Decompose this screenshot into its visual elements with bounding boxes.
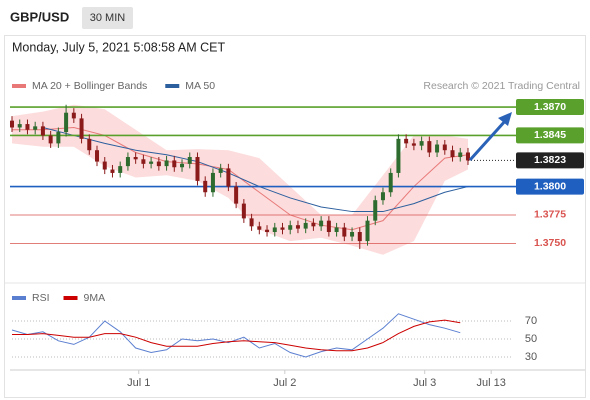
candle-body (203, 180, 208, 193)
interval-label: 30 MIN (90, 12, 126, 24)
candle-body (311, 222, 316, 227)
candle-body (257, 226, 262, 230)
plot: Research © 2021 Trading Central MA 20 + B… (10, 80, 584, 389)
ma-line (12, 126, 469, 231)
y-tick-label: 30 (525, 351, 537, 363)
candle-body (380, 192, 385, 201)
candle-body (172, 160, 177, 168)
candle-body (210, 172, 215, 193)
arrow-head (498, 112, 512, 126)
x-tick-label: Jul 2 (273, 377, 296, 389)
forecast-arrow (468, 118, 508, 162)
candle-body (458, 152, 463, 158)
date: Monday, July 5, 2021 5:08:58 AM CET (12, 40, 225, 54)
candle-body (56, 132, 61, 144)
candle-body (435, 144, 440, 153)
candle-body (427, 141, 432, 153)
candle-body (234, 186, 239, 204)
candle-body (411, 143, 416, 146)
candle-body (265, 229, 270, 233)
candle-body (164, 160, 169, 167)
legend-swatch (165, 84, 180, 88)
candle-body (326, 220, 331, 233)
x-tick-label: Jul 1 (127, 377, 150, 389)
y-tick-label: 70 (525, 315, 537, 327)
legend-label: MA 50 (185, 80, 215, 92)
candle-body (48, 135, 53, 144)
candle-body (87, 138, 92, 151)
candle-body (149, 161, 154, 164)
candle-body (156, 161, 161, 167)
candle-body (10, 120, 14, 128)
candle-body (33, 126, 38, 130)
candle-body (419, 141, 424, 146)
candle-body (303, 222, 308, 229)
symbol: GBP/USD (10, 9, 69, 24)
level-label: 1.3750 (534, 237, 566, 249)
candle-body (40, 126, 45, 136)
candle-body (280, 227, 285, 230)
candle-body (396, 138, 401, 173)
candle-body (133, 157, 138, 160)
frame (4, 35, 586, 398)
credit: Research © 2021 Trading Central (423, 80, 580, 92)
level-label: 1.3845 (534, 129, 566, 141)
legend-label: MA 20 + Bollinger Bands (32, 80, 147, 92)
candle-body (288, 225, 293, 230)
candle-body (404, 138, 409, 144)
candle-body (442, 144, 447, 151)
candle-body (249, 218, 254, 227)
x-tick-label: Jul 13 (476, 377, 505, 389)
candle-body (71, 112, 76, 119)
level-label: 1.3823 (534, 154, 566, 166)
candle-body (218, 168, 223, 173)
candle-body (350, 232, 355, 237)
level-label: 1.3870 (534, 101, 566, 113)
candle-body (357, 232, 362, 242)
candle-body (64, 112, 69, 133)
candle-body (373, 200, 378, 221)
legend-swatch (12, 296, 26, 300)
level-label: 1.3800 (534, 180, 566, 192)
legend-swatch (12, 84, 26, 88)
candle-body (334, 227, 339, 233)
candle-body (365, 220, 370, 242)
candle-body (110, 169, 115, 173)
candle-body (295, 225, 300, 229)
candle-body (226, 168, 231, 187)
level-box (516, 127, 584, 144)
candle-body (125, 157, 130, 167)
candle-body (141, 159, 146, 164)
candle-body (342, 227, 347, 237)
interval-button[interactable] (82, 7, 133, 29)
legend-swatch (63, 296, 78, 300)
candle-body (388, 172, 393, 193)
candle-body (95, 150, 100, 162)
candle-body (187, 157, 192, 164)
level-box (516, 152, 584, 169)
level-box (516, 99, 584, 116)
candle-body (118, 166, 123, 173)
candle-body (272, 227, 277, 233)
bollinger-band (12, 104, 468, 255)
x-tick-label: Jul 3 (413, 377, 436, 389)
candle-body (241, 203, 246, 219)
candle-body (17, 124, 22, 128)
legend-label: 9MA (84, 292, 106, 304)
series-line (11, 313, 461, 358)
candle-body (195, 157, 200, 181)
legend-label: RSI (32, 292, 50, 304)
candle-body (450, 150, 455, 158)
candle-body (79, 118, 84, 139)
candle-body (180, 163, 185, 168)
level-box (516, 178, 584, 195)
candle-body (102, 161, 107, 170)
level-label: 1.3775 (534, 209, 566, 221)
series-line (12, 319, 461, 352)
candle-body (465, 152, 470, 161)
candle-body (319, 220, 324, 227)
candle-body (25, 124, 30, 130)
y-tick-label: 50 (525, 333, 537, 345)
